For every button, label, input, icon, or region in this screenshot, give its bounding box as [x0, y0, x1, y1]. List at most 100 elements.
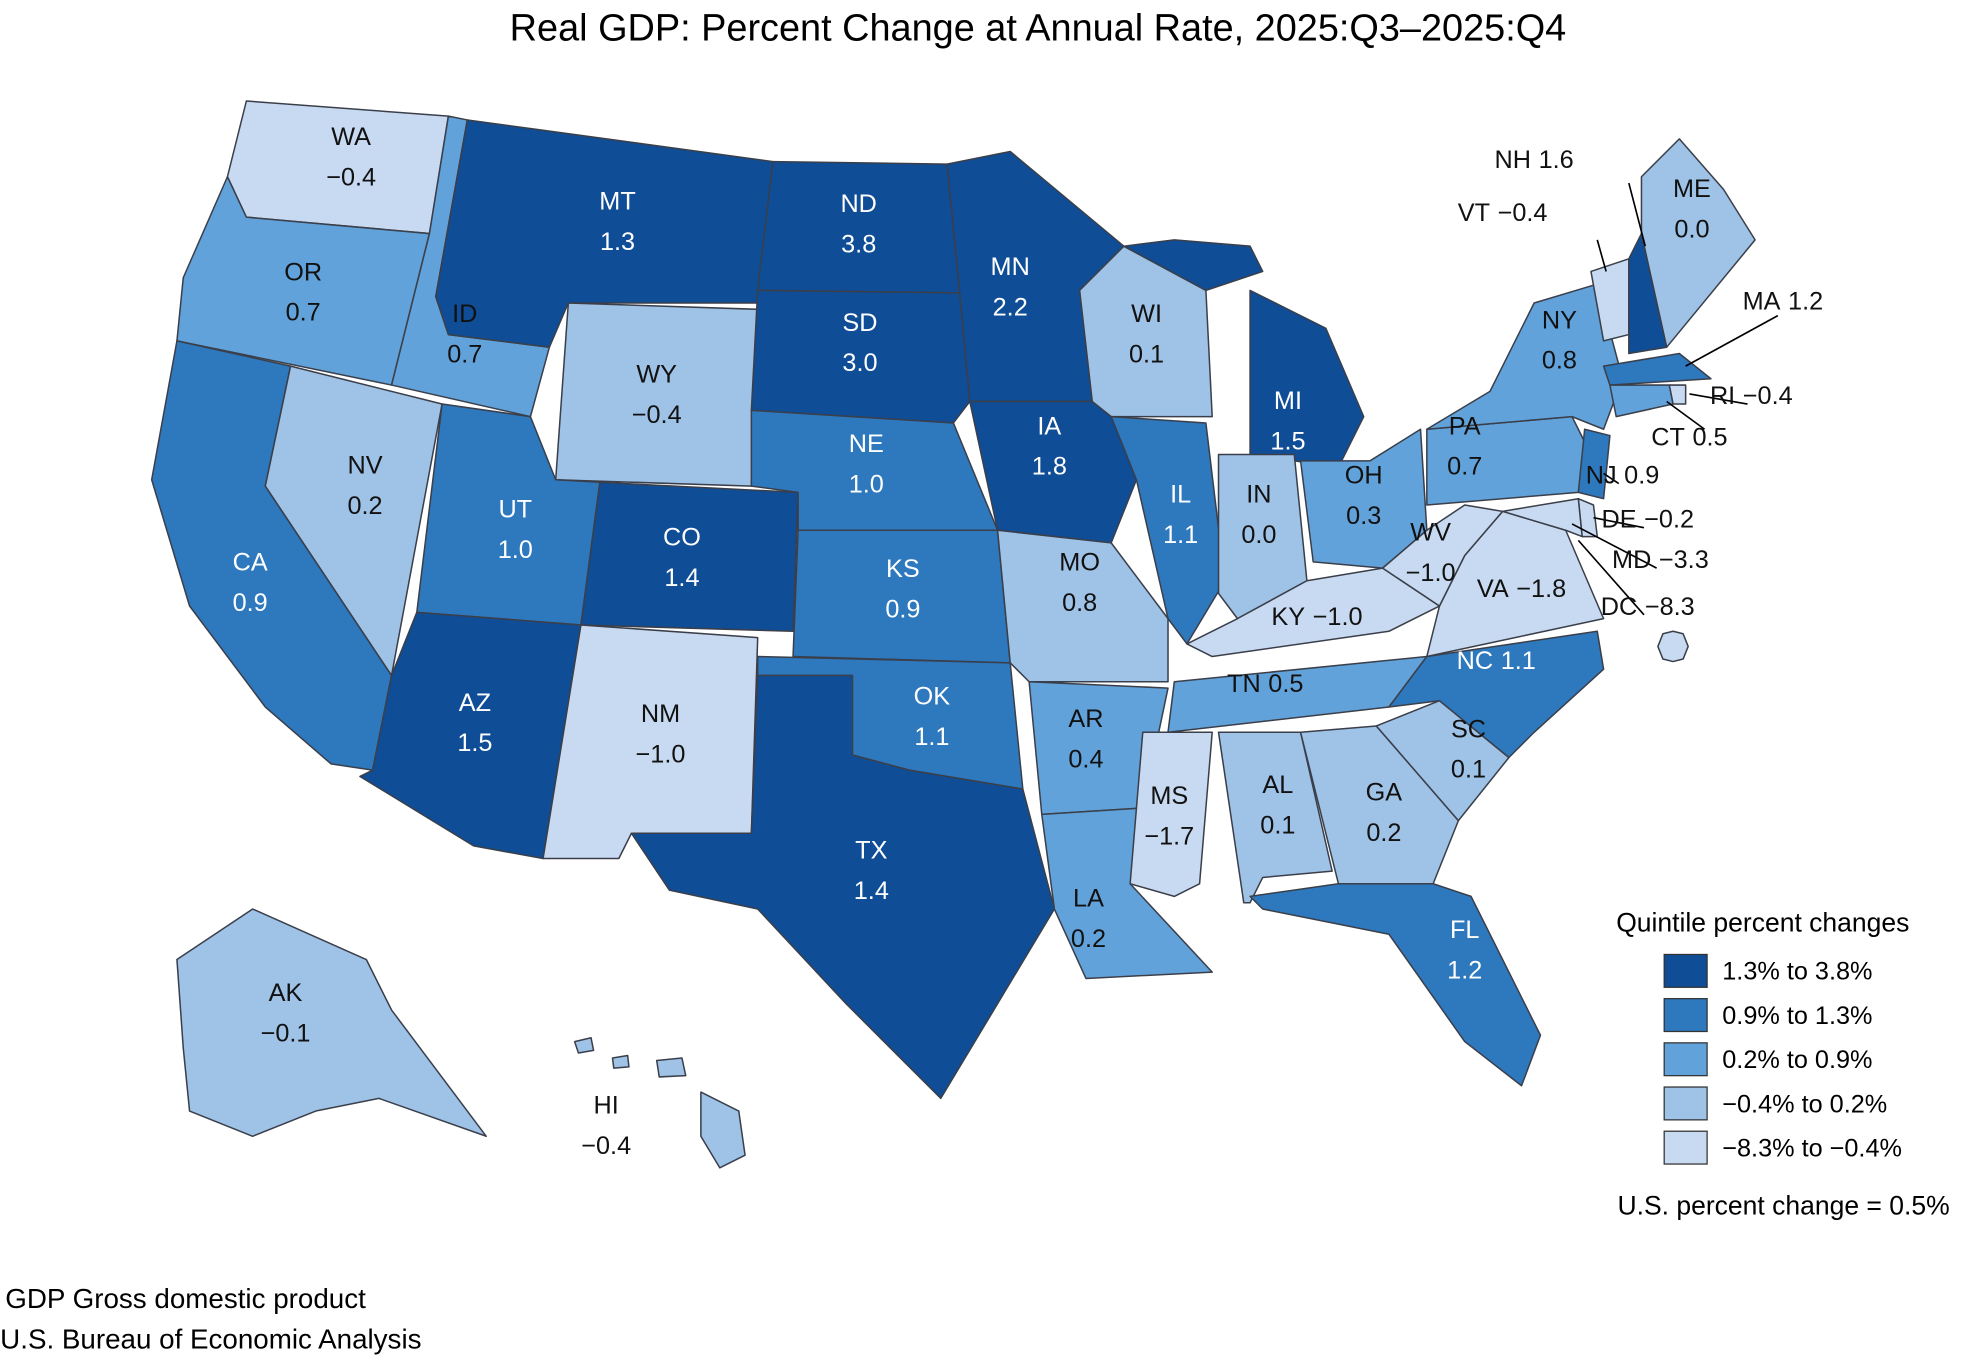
state-name: OR	[284, 258, 322, 286]
state-label: VA −1.8	[1477, 575, 1566, 603]
state-label: MD −3.3	[1612, 546, 1709, 574]
state-shape	[1249, 883, 1542, 1087]
state-value: −1.0	[1313, 603, 1363, 631]
state-shape	[1123, 239, 1264, 292]
state-label: DE −0.2	[1602, 506, 1695, 534]
state-name: AL	[1262, 771, 1293, 799]
leader-line	[1577, 539, 1645, 616]
state-name: NV	[348, 451, 383, 479]
state-name: FL	[1450, 916, 1479, 944]
state-value: 0.0	[1674, 215, 1709, 243]
state-name: CA	[233, 549, 268, 577]
state-value: 0.1	[1451, 756, 1486, 784]
state-label: NJ 0.9	[1586, 462, 1660, 490]
state-name: GA	[1366, 778, 1403, 806]
state-value: 1.4	[854, 877, 889, 905]
legend-swatch	[1663, 1042, 1708, 1077]
state-label: CT 0.5	[1651, 424, 1727, 452]
state-value: 1.1	[914, 723, 949, 751]
leader-line	[1666, 400, 1706, 430]
state-shape	[176, 908, 488, 1138]
state-name: WV	[1410, 518, 1451, 546]
state-value: 0.4	[1068, 746, 1103, 774]
state-name: IN	[1246, 480, 1271, 508]
state-name: CT	[1651, 424, 1685, 452]
leader-line	[1685, 314, 1779, 367]
state-shape	[580, 481, 799, 633]
state-value: 0.3	[1346, 502, 1381, 530]
state-name: TN	[1227, 670, 1261, 698]
leader-line	[1596, 239, 1607, 272]
state-value: 1.3	[600, 228, 635, 256]
state-value: 1.0	[498, 536, 533, 564]
state-name: PA	[1449, 412, 1481, 440]
state-name: MA	[1743, 287, 1781, 315]
state-name: TX	[855, 837, 887, 865]
state-value: −0.4	[326, 164, 376, 192]
state-shape	[573, 1037, 595, 1054]
state-value: 1.0	[849, 470, 884, 498]
leader-line	[1571, 523, 1657, 569]
state-value: −1.0	[636, 741, 686, 769]
state-name: VT	[1458, 199, 1490, 227]
state-shape	[554, 302, 759, 487]
state-shape	[630, 674, 1056, 1100]
state-name: CO	[663, 523, 701, 551]
state-name: OK	[914, 682, 951, 710]
state-name: MS	[1150, 782, 1188, 810]
state-value: 0.9	[885, 595, 920, 623]
state-value: 0.1	[1260, 811, 1295, 839]
state-shape	[700, 1091, 746, 1169]
state-name: AZ	[459, 689, 491, 717]
legend-label: 0.2% to 0.9%	[1722, 1046, 1872, 1074]
state-shape	[611, 1054, 630, 1069]
legend-swatch	[1663, 998, 1708, 1033]
state-shape	[969, 400, 1138, 544]
state-name: NH	[1495, 146, 1531, 174]
legend-swatch	[1663, 953, 1708, 988]
state-value: 1.4	[664, 564, 699, 592]
state-value: 3.8	[841, 231, 876, 259]
state-value: −8.3	[1645, 593, 1695, 621]
state-value: 0.8	[1062, 589, 1097, 617]
state-name: UT	[498, 496, 532, 524]
state-label: DC −8.3	[1601, 593, 1695, 621]
state-value: 3.0	[842, 349, 877, 377]
state-value: 1.1	[1163, 521, 1198, 549]
leader-line	[1593, 516, 1645, 529]
state-shape	[1249, 289, 1365, 468]
state-value: −0.4	[581, 1132, 631, 1160]
state-label: RI −0.4	[1710, 382, 1793, 410]
state-name: NC	[1457, 647, 1493, 675]
state-value: −1.7	[1144, 823, 1194, 851]
state-value: 1.8	[1032, 453, 1067, 481]
legend-title: Quintile percent changes	[1616, 908, 1909, 938]
state-value: 2.2	[993, 294, 1028, 322]
state-name: MT	[599, 188, 635, 216]
state-value: −0.1	[261, 1020, 311, 1048]
state-name: ME	[1673, 175, 1711, 203]
leader-line	[1603, 472, 1620, 485]
state-shape	[1657, 630, 1689, 663]
state-name: MI	[1274, 387, 1302, 415]
state-name: ID	[452, 300, 477, 328]
legend-label: 0.9% to 1.3%	[1722, 1002, 1872, 1030]
state-name: MO	[1059, 549, 1100, 577]
state-value: 0.2	[1071, 925, 1106, 953]
map-title: Real GDP: Percent Change at Annual Rate,…	[510, 7, 1567, 49]
state-name: NJ	[1586, 462, 1617, 490]
state-shape	[1577, 428, 1611, 500]
state-value: 0.5	[1693, 424, 1728, 452]
state-shape	[1129, 731, 1213, 898]
state-name: AK	[269, 979, 303, 1007]
state-name: ND	[840, 190, 876, 218]
state-value: −0.4	[632, 401, 682, 429]
state-value: 1.5	[1270, 427, 1305, 455]
state-name: AR	[1068, 705, 1103, 733]
legend-swatch	[1663, 1086, 1708, 1121]
legend: Quintile percent changes U.S. percent ch…	[1616, 908, 1949, 1221]
footnote: U.S. Bureau of Economic Analysis	[0, 1323, 421, 1354]
state-shape	[1388, 630, 1605, 759]
state-label: KY −1.0	[1271, 603, 1362, 631]
